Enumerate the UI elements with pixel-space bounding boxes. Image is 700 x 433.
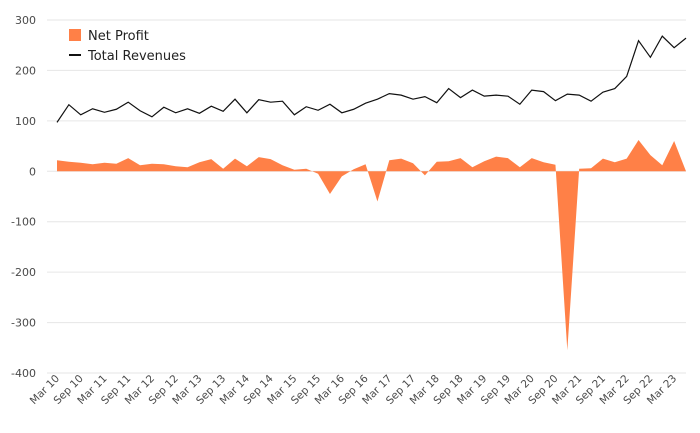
y-axis-ticks: 300 200 100 0 -100 -200 -300 -400 xyxy=(11,14,36,380)
legend-swatch-net-profit xyxy=(69,29,81,41)
legend: Net Profit Total Revenues xyxy=(69,29,186,64)
legend-item-total-revenues[interactable]: Total Revenues xyxy=(69,49,186,64)
legend-item-net-profit[interactable]: Net Profit xyxy=(69,29,149,44)
total-revenues-line xyxy=(56,35,687,123)
y-tick-label: 100 xyxy=(15,115,36,128)
y-tick-label: -200 xyxy=(11,266,36,279)
total-revenues-line-layer xyxy=(56,35,687,123)
legend-label-net-profit: Net Profit xyxy=(88,29,149,44)
legend-label-total-revenues: Total Revenues xyxy=(87,49,186,64)
net-profit-area-layer xyxy=(57,140,686,351)
net-profit-area xyxy=(57,140,686,351)
y-tick-label: -100 xyxy=(11,216,36,229)
y-tick-label: 300 xyxy=(15,14,36,27)
y-tick-label: 0 xyxy=(29,165,36,178)
gridlines xyxy=(47,19,686,374)
y-tick-label: -400 xyxy=(11,367,36,380)
y-tick-label: -300 xyxy=(11,317,36,330)
y-tick-label: 200 xyxy=(15,64,36,77)
